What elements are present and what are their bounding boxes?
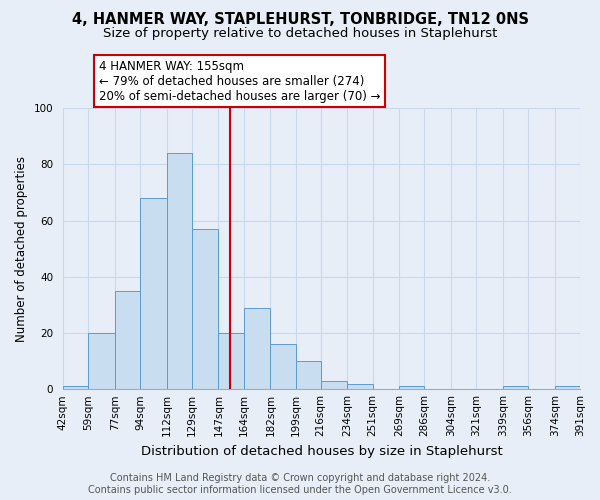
Bar [115,291,140,389]
Bar [244,308,271,389]
Text: Contains HM Land Registry data © Crown copyright and database right 2024.
Contai: Contains HM Land Registry data © Crown c… [88,474,512,495]
Bar [192,229,218,389]
Bar [63,386,88,389]
Bar [296,361,321,389]
Text: 4 HANMER WAY: 155sqm
← 79% of detached houses are smaller (274)
20% of semi-deta: 4 HANMER WAY: 155sqm ← 79% of detached h… [99,60,380,102]
Bar [167,153,192,389]
X-axis label: Distribution of detached houses by size in Staplehurst: Distribution of detached houses by size … [140,444,502,458]
Bar [271,344,296,389]
Text: 4, HANMER WAY, STAPLEHURST, TONBRIDGE, TN12 0NS: 4, HANMER WAY, STAPLEHURST, TONBRIDGE, T… [71,12,529,28]
Bar [88,333,115,389]
Bar [321,381,347,389]
Bar [347,384,373,389]
Y-axis label: Number of detached properties: Number of detached properties [15,156,28,342]
Text: Size of property relative to detached houses in Staplehurst: Size of property relative to detached ho… [103,28,497,40]
Bar [399,386,424,389]
Bar [555,386,580,389]
Bar [503,386,528,389]
Bar [140,198,167,389]
Bar [218,333,244,389]
